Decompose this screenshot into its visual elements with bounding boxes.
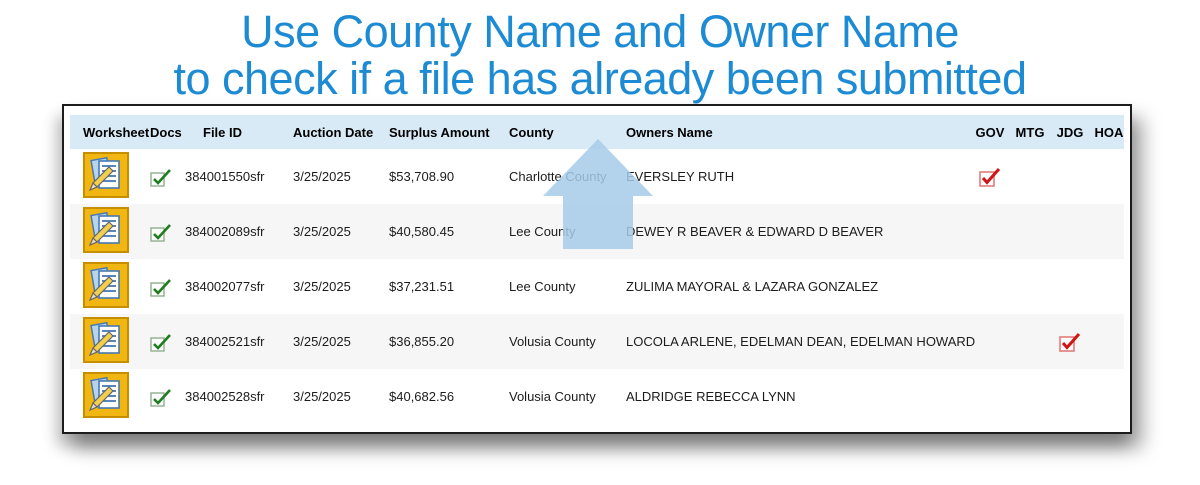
cell-surplus_amount: $40,682.56 <box>389 389 455 404</box>
cell-worksheet <box>70 152 142 201</box>
column-header-surplus_amount: Surplus Amount <box>389 124 490 140</box>
column-header-owners_name: Owners Name <box>626 124 713 140</box>
cell-file_id: 384002521sfr <box>185 334 265 349</box>
cell-docs <box>142 277 183 297</box>
column-header-county: County <box>509 124 554 140</box>
up-arrow-highlight <box>543 139 653 249</box>
green-check-checkbox-icon[interactable] <box>150 387 172 407</box>
table-row: 384002528sfr 3/25/2025 $40,682.56 Volusia C… <box>70 369 1124 424</box>
cell-docs <box>142 167 183 187</box>
red-check-checkbox-icon[interactable] <box>979 167 1001 187</box>
cell-file_id: 384002528sfr <box>185 389 265 404</box>
cell-file_id: 384002077sfr <box>185 279 265 294</box>
page-title: Use County Name and Owner Name to check … <box>0 8 1200 102</box>
worksheet-notepad-pencil-icon[interactable] <box>83 152 129 198</box>
cell-file_id: 384001550sfr <box>185 169 265 184</box>
worksheet-notepad-pencil-icon[interactable] <box>83 317 129 363</box>
cell-surplus_amount: $36,855.20 <box>389 334 455 349</box>
cell-owners_name: ALDRIDGE REBECCA LYNN <box>626 389 796 404</box>
cell-surplus_amount: $53,708.90 <box>389 169 455 184</box>
cell-gov <box>970 167 1010 187</box>
cell-county: Lee County <box>509 279 576 294</box>
cell-owners_name: DEWEY R BEAVER & EDWARD D BEAVER <box>626 224 884 239</box>
cell-auction_date: 3/25/2025 <box>293 224 351 239</box>
cell-auction_date: 3/25/2025 <box>293 334 351 349</box>
cell-owners_name: EVERSLEY RUTH <box>626 169 735 184</box>
cell-worksheet <box>70 317 142 366</box>
cell-surplus_amount: $37,231.51 <box>389 279 455 294</box>
green-check-checkbox-icon[interactable] <box>150 277 172 297</box>
column-header-file_id: File ID <box>203 124 243 140</box>
worksheet-notepad-pencil-icon[interactable] <box>83 207 129 253</box>
cell-auction_date: 3/25/2025 <box>293 279 351 294</box>
cell-county: Volusia County <box>509 389 596 404</box>
cell-jdg <box>1050 332 1090 352</box>
worksheet-notepad-pencil-icon[interactable] <box>83 372 129 418</box>
title-line-1: Use County Name and Owner Name <box>241 6 959 57</box>
column-header-docs: Docs <box>150 124 182 140</box>
cell-county: Lee County <box>509 224 576 239</box>
column-header-jdg: JDG <box>1056 124 1084 140</box>
cell-surplus_amount: $40,580.45 <box>389 224 455 239</box>
cell-docs <box>142 387 183 407</box>
green-check-checkbox-icon[interactable] <box>150 222 172 242</box>
column-header-hoa: HOA <box>1094 124 1124 140</box>
worksheet-notepad-pencil-icon[interactable] <box>83 262 129 308</box>
column-header-auction_date: Auction Date <box>293 124 374 140</box>
green-check-checkbox-icon[interactable] <box>150 167 172 187</box>
cell-file_id: 384002089sfr <box>185 224 265 239</box>
column-header-gov: GOV <box>975 124 1005 140</box>
green-check-checkbox-icon[interactable] <box>150 332 172 352</box>
column-header-mtg: MTG <box>1015 124 1045 140</box>
cell-auction_date: 3/25/2025 <box>293 169 351 184</box>
red-check-checkbox-icon[interactable] <box>1059 332 1081 352</box>
cell-county: Volusia County <box>509 334 596 349</box>
title-line-2: to check if a file has already been subm… <box>173 53 1027 104</box>
cell-auction_date: 3/25/2025 <box>293 389 351 404</box>
results-table: Worksheet Docs File ID Auction Date Surplus … <box>70 115 1124 424</box>
table-row: 384002521sfr 3/25/2025 $36,855.20 Volusia C… <box>70 314 1124 369</box>
cell-docs <box>142 332 183 352</box>
table-row: 384002077sfr 3/25/2025 $37,231.51 Lee Count… <box>70 259 1124 314</box>
cell-docs <box>142 222 183 242</box>
cell-worksheet <box>70 207 142 256</box>
cell-owners_name: LOCOLA ARLENE, EDELMAN DEAN, EDELMAN HOW… <box>626 334 976 349</box>
column-header-worksheet: Worksheet <box>83 124 150 140</box>
cell-worksheet <box>70 372 142 421</box>
cell-worksheet <box>70 262 142 311</box>
cell-owners_name: ZULIMA MAYORAL & LAZARA GONZALEZ <box>626 279 879 294</box>
